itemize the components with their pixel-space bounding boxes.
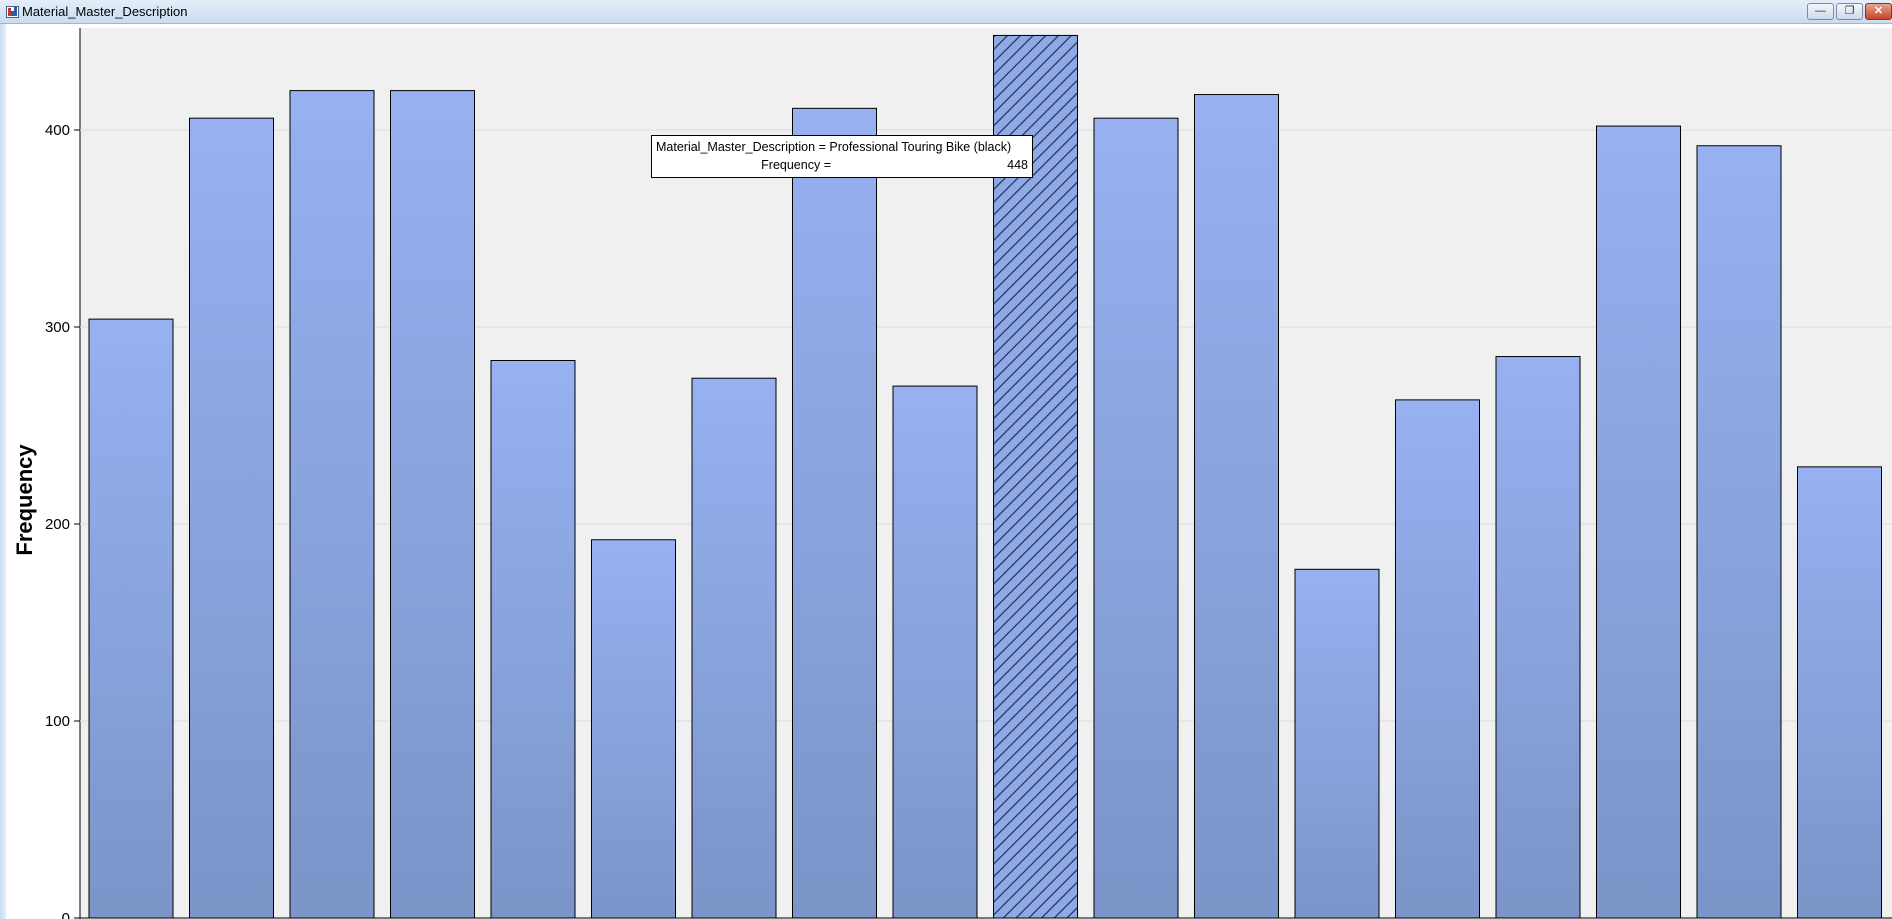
bar-8[interactable] [892,385,978,919]
bar-17[interactable] [1797,466,1882,919]
bar-10[interactable] [1093,117,1179,919]
bar-7[interactable] [792,107,877,919]
y-axis-label: Frequency [12,444,37,556]
bar-6[interactable] [691,377,777,919]
close-icon: ✕ [1873,5,1884,17]
tooltip-frequency-value: 448 [1007,158,1028,172]
bar-3[interactable] [390,90,475,919]
tooltip-frequency-equals: = [823,158,831,172]
bar-12[interactable] [1294,568,1380,919]
minimize-button[interactable]: — [1807,3,1834,20]
y-tick-label-400: 400 [45,122,70,139]
bar-tooltip: Material_Master_Description = Profession… [651,135,1033,178]
tooltip-category-key: Material_Master_Description [656,140,816,154]
restore-icon: ❐ [1844,5,1855,17]
tooltip-frequency-key: Frequency [761,158,821,172]
bar-11[interactable] [1194,94,1279,919]
chart-app-icon [6,6,19,18]
minimize-icon: — [1815,5,1826,17]
bar-5[interactable] [591,539,676,919]
bar-4[interactable] [490,359,576,919]
bar-14[interactable] [1495,356,1581,919]
y-tick-label-200: 200 [45,516,70,533]
bar-2[interactable] [289,90,375,919]
bar-selected[interactable] [993,34,1078,919]
window-left-frame [0,24,6,919]
bar-16[interactable] [1696,145,1782,919]
window-titlebar[interactable]: Material_Master_Description — ❐ ✕ [0,0,1892,24]
frequency-bar-chart: 0 100 200 300 400 Frequency [12,28,1892,919]
restore-button[interactable]: ❐ [1836,3,1863,20]
tooltip-category-equals: = [818,140,826,154]
y-tick-label-0: 0 [62,910,70,919]
y-tick-label-100: 100 [45,713,70,730]
window-title: Material_Master_Description [22,4,188,19]
tooltip-category-value: Professional Touring Bike (black) [829,140,1012,154]
y-tick-label-300: 300 [45,319,70,336]
bar-1[interactable] [189,117,274,919]
bar-13[interactable] [1395,399,1480,919]
bar-15[interactable] [1596,125,1681,919]
close-button[interactable]: ✕ [1865,3,1892,20]
bar-0[interactable] [88,318,174,919]
